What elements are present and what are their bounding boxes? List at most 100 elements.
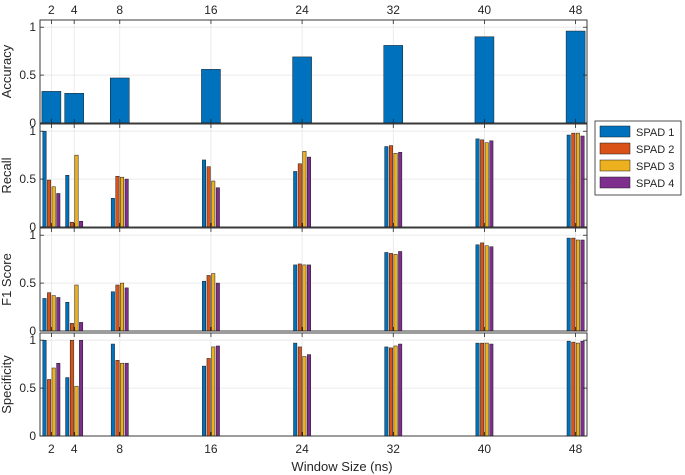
bar [393, 152, 398, 228]
bar [215, 345, 220, 437]
legend-label: SPAD 3 [636, 161, 674, 173]
y-tick-label: 0 [29, 429, 36, 443]
bar [120, 282, 125, 332]
x-tick-label-bottom: 48 [569, 442, 583, 456]
bar [211, 346, 216, 437]
bar [69, 221, 74, 228]
x-tick-label-top: 40 [478, 3, 492, 17]
bar [389, 145, 393, 228]
chart-panels: 0 0.5 1 Accuracy 0 0.5 1 Recall 0 0.5 1 F1 Score 0 0.… [0, 3, 588, 456]
x-tick-label-bottom: 2 [48, 442, 55, 456]
x-tick-label-top: 16 [204, 3, 218, 17]
bar [566, 237, 571, 332]
bar [389, 347, 393, 437]
y-tick-label: 0 [29, 220, 36, 234]
bar [489, 246, 494, 332]
bar [110, 198, 115, 228]
bar [292, 56, 312, 124]
bar [47, 292, 52, 332]
x-tick-label-top: 48 [569, 3, 583, 17]
x-tick-label-top: 24 [295, 3, 309, 17]
legend-swatch [599, 159, 631, 172]
bar [115, 360, 120, 437]
bar [297, 346, 302, 437]
y-tick-label: 1 [29, 228, 36, 242]
bar [115, 175, 120, 228]
bar [79, 339, 84, 437]
legend-swatch [599, 176, 631, 189]
bar [215, 187, 220, 228]
bar [575, 239, 580, 332]
bar [297, 263, 302, 332]
bar [307, 354, 311, 437]
bar [74, 385, 79, 437]
bar [297, 163, 302, 228]
bar [580, 239, 585, 332]
bar [79, 322, 84, 332]
bar [42, 298, 47, 332]
y-tick-label: 0.5 [19, 276, 36, 290]
bar [74, 284, 79, 332]
bar [79, 221, 84, 228]
bar [393, 254, 398, 332]
bar [489, 140, 494, 228]
bar [475, 244, 480, 332]
bar [480, 242, 485, 332]
bar [398, 251, 403, 332]
panel-specificity: 0 0.5 1 Specificity [0, 332, 588, 443]
bar [206, 358, 211, 437]
bar [206, 275, 211, 332]
bar [302, 151, 307, 228]
bar [51, 186, 56, 228]
bar [110, 77, 130, 124]
bar [65, 175, 70, 228]
bar [302, 356, 307, 437]
bar [302, 264, 307, 332]
bar [475, 342, 480, 437]
bar [120, 362, 125, 437]
x-tick-label-top: 4 [71, 3, 78, 17]
legend-swatch [599, 125, 631, 138]
panel-accuracy: 0 0.5 1 Accuracy [0, 19, 588, 130]
bar [307, 156, 311, 228]
y-axis-label: F1 Score [0, 253, 14, 306]
x-tick-label-bottom: 32 [387, 442, 401, 456]
x-tick-label-bottom: 16 [204, 442, 218, 456]
bar [575, 132, 580, 228]
x-tick-label-bottom: 24 [295, 442, 309, 456]
bar [398, 343, 403, 437]
bar [293, 264, 298, 332]
bar [47, 379, 52, 437]
bar [480, 342, 485, 437]
x-tick-label-top: 8 [116, 3, 123, 17]
bar [566, 340, 571, 437]
bar [398, 152, 403, 228]
bar [211, 180, 216, 228]
plot-frame [39, 227, 588, 332]
plot-frame [39, 332, 588, 437]
bar [393, 345, 398, 437]
bar [475, 138, 480, 228]
bar [571, 341, 576, 437]
plot-frame [39, 123, 588, 228]
y-tick-label: 0.5 [19, 381, 36, 395]
bar [484, 245, 489, 332]
bar [565, 30, 586, 124]
bar [389, 253, 393, 332]
x-tick-label-bottom: 8 [116, 442, 123, 456]
bar [566, 134, 571, 228]
bar [47, 179, 52, 228]
y-tick-label: 0.5 [19, 68, 36, 82]
bar [110, 343, 115, 437]
bar [69, 323, 74, 332]
legend-label: SPAD 1 [636, 127, 674, 139]
bar [384, 146, 389, 228]
x-tick-label-bottom: 40 [478, 442, 492, 456]
bar [202, 365, 206, 437]
bar [480, 139, 485, 228]
y-tick-label: 0 [29, 116, 36, 130]
plot-frame [39, 19, 588, 124]
bar [484, 142, 489, 228]
bar [202, 159, 206, 228]
